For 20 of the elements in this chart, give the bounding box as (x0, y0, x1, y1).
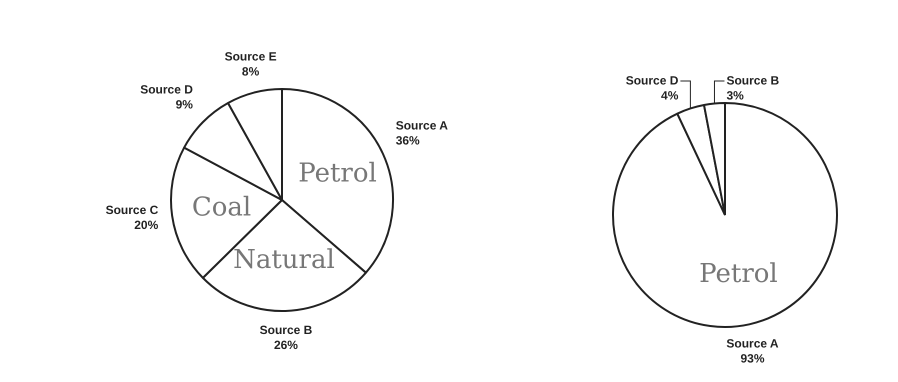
slice-label: Source B (260, 323, 313, 338)
data-label: 36% (396, 133, 420, 148)
slice-label: Source A (396, 118, 448, 132)
data-label: 4% (661, 88, 679, 102)
data-label: 26% (274, 338, 298, 352)
text: Coal (192, 192, 252, 222)
slice-label: Source D (626, 73, 679, 88)
slice-label: Source D (140, 82, 194, 97)
slice-label: Source C (106, 203, 159, 218)
slice-label: Source B (726, 73, 780, 88)
slice-label: Source A (726, 336, 779, 350)
slice-label: Source E (224, 49, 277, 64)
text: Natural (233, 244, 335, 275)
data-label: 93% (740, 351, 765, 366)
data-label: 8% (242, 64, 260, 78)
data-label: 9% (176, 98, 194, 112)
text: Petrol (699, 258, 778, 289)
text: Petrol (298, 158, 377, 188)
data-label: 3% (726, 88, 744, 102)
data-label: 20% (134, 218, 159, 232)
